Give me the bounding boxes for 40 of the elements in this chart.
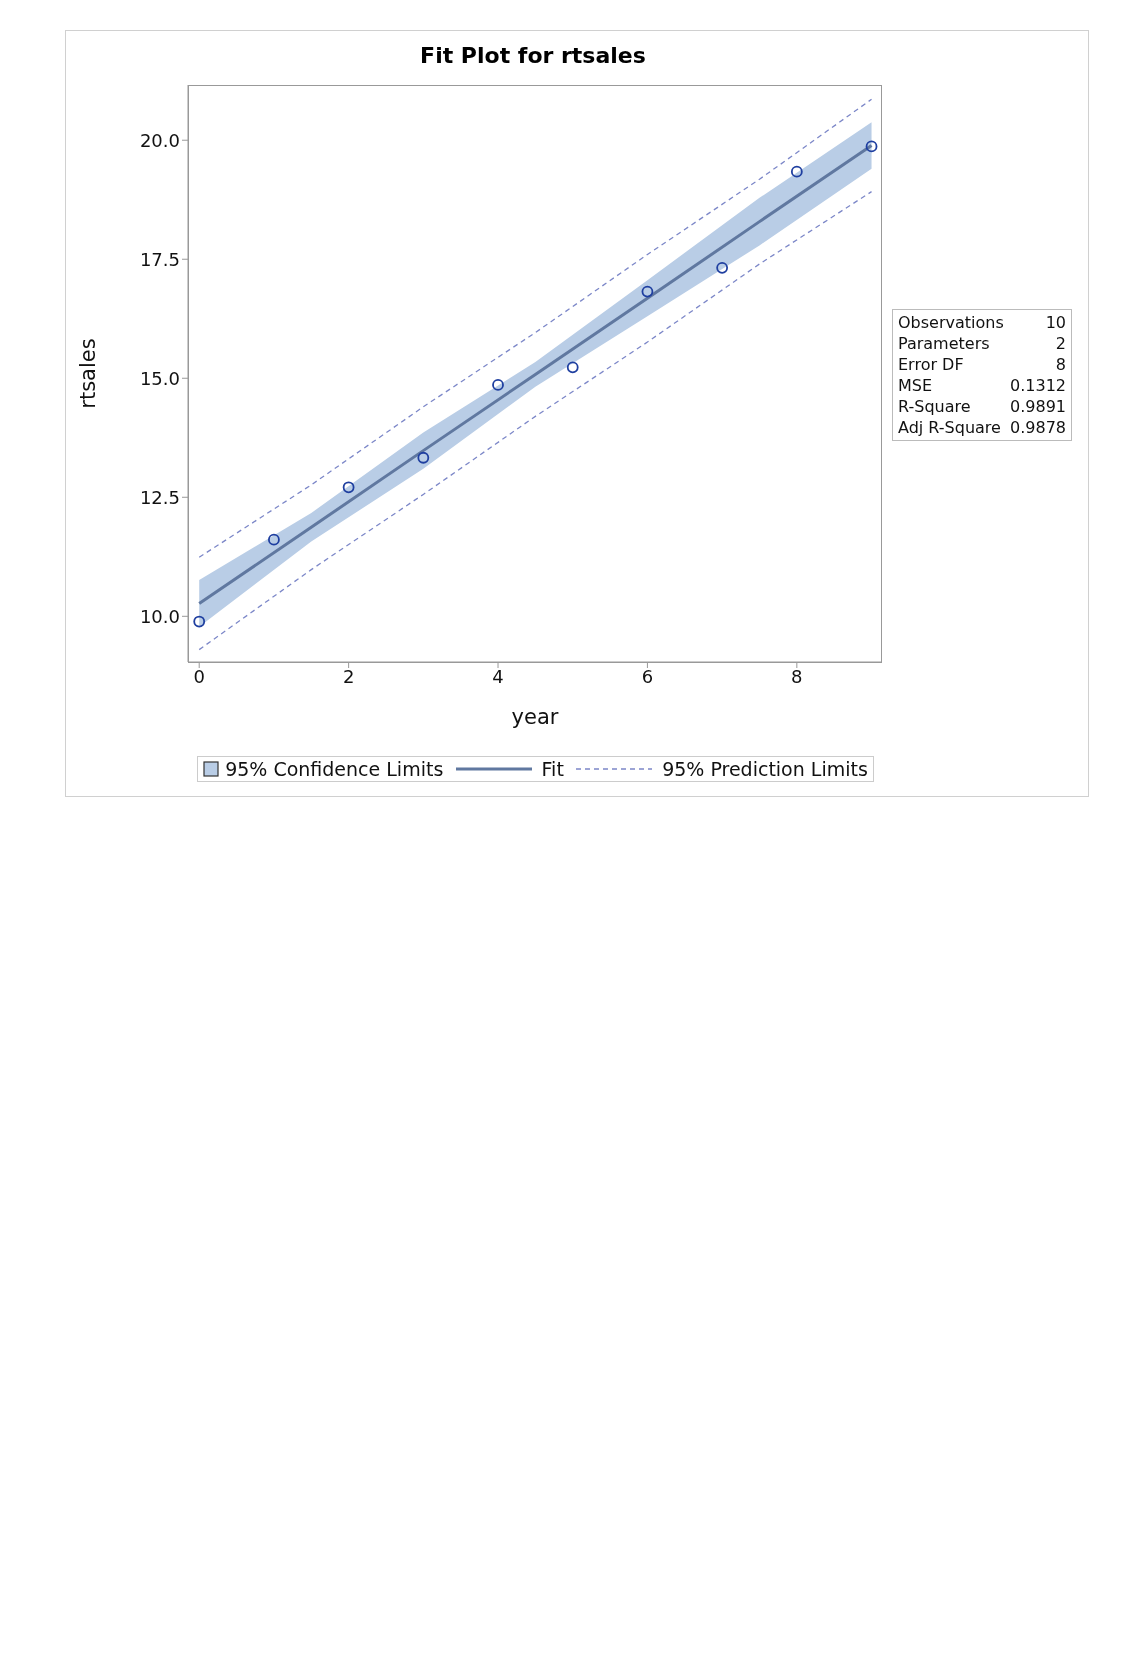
x-tick-label: 2 bbox=[342, 665, 355, 687]
line-series bbox=[198, 190, 873, 651]
data-label: 0.9878 bbox=[1010, 417, 1066, 438]
point bbox=[641, 285, 654, 298]
y-tick-label: 20.0 bbox=[139, 129, 180, 151]
y-tick-label: 17.5 bbox=[139, 248, 180, 270]
category-label: Observations bbox=[898, 312, 1004, 333]
data-label: 0.1312 bbox=[1010, 375, 1066, 396]
x-axis-title: year bbox=[511, 705, 559, 729]
legend-label: 95% Prediction Limits bbox=[662, 758, 868, 780]
point bbox=[193, 615, 206, 628]
point bbox=[268, 533, 280, 546]
legend-label: 95% Confidence Limits bbox=[225, 758, 444, 780]
point bbox=[566, 361, 579, 374]
category-label: MSE bbox=[898, 375, 933, 396]
line-series bbox=[198, 98, 873, 558]
x-tick-label: 0 bbox=[193, 665, 205, 687]
point bbox=[417, 451, 430, 464]
point bbox=[865, 140, 878, 153]
data-label: 8 bbox=[1055, 354, 1066, 375]
y-axis-title: rtsales bbox=[76, 338, 101, 409]
data-label: 10 bbox=[1045, 312, 1066, 333]
y-tick-label: 12.5 bbox=[139, 486, 180, 508]
legend-label: Fit bbox=[541, 758, 564, 780]
chart-title: Fit Plot for rtsales bbox=[419, 43, 647, 68]
category-label: Adj R-Square bbox=[898, 417, 1001, 438]
category-label: Parameters bbox=[898, 333, 990, 354]
y-tick-label: 15.0 bbox=[139, 367, 180, 389]
data-label: 0.9891 bbox=[1010, 396, 1066, 417]
point bbox=[492, 379, 504, 391]
point bbox=[790, 165, 803, 178]
x-tick-label: 8 bbox=[791, 665, 803, 687]
x-tick-label: 6 bbox=[641, 665, 654, 687]
category-label: Error DF bbox=[898, 354, 964, 375]
point bbox=[342, 481, 355, 494]
category-label: R-Square bbox=[898, 396, 971, 417]
point bbox=[716, 261, 729, 274]
data-label: 2 bbox=[1055, 333, 1066, 354]
y-tick-label: 10.0 bbox=[139, 605, 180, 627]
x-tick-label: 4 bbox=[492, 665, 504, 687]
